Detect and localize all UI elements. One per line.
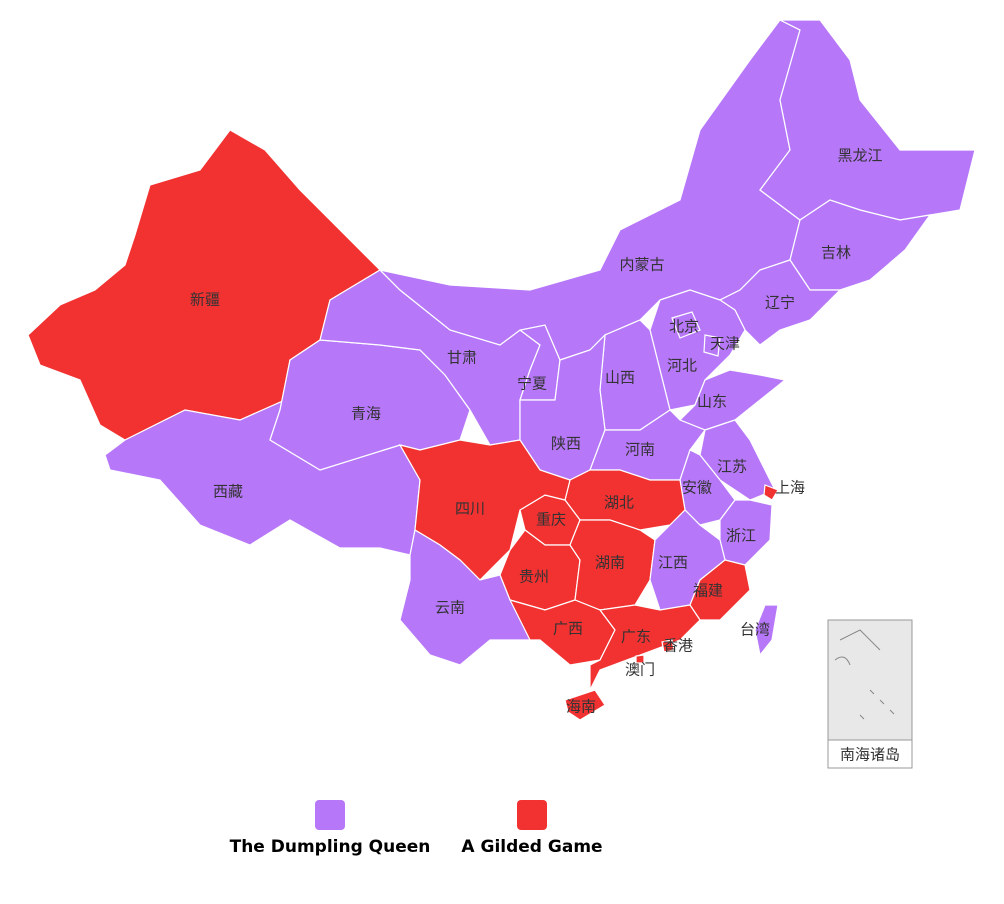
- region[interactable]: [763, 484, 779, 501]
- region-label: 四川: [455, 500, 485, 518]
- region[interactable]: [661, 639, 675, 653]
- inset-lines: [834, 629, 895, 720]
- region[interactable]: [671, 311, 701, 339]
- region-label: 广东: [621, 628, 651, 646]
- region[interactable]: [27, 129, 381, 441]
- region-label: 湖北: [604, 494, 634, 512]
- region-label: 安徽: [682, 479, 712, 497]
- region-label: 内蒙古: [619, 256, 664, 274]
- region[interactable]: [635, 654, 645, 664]
- legend-label[interactable]: The Dumpling Queen: [230, 837, 431, 857]
- region-label: 上海: [775, 479, 805, 497]
- region-label: 天津: [710, 335, 740, 353]
- region-label: 浙江: [726, 527, 756, 545]
- region[interactable]: [564, 689, 606, 721]
- region-label: 河北: [667, 357, 697, 375]
- region-label: 湖南: [595, 554, 625, 572]
- region-label: 香港: [663, 637, 693, 655]
- region-label: 黑龙江: [837, 147, 882, 165]
- region-label: 重庆: [536, 511, 566, 529]
- region-label: 青海: [351, 405, 381, 423]
- region-label: 台湾: [740, 621, 770, 639]
- region-label: 江西: [658, 554, 688, 572]
- region-label: 山东: [697, 393, 727, 411]
- inset-label-box: [827, 739, 913, 769]
- region-label: 福建: [693, 582, 723, 600]
- inset-label: 南海诸岛: [840, 746, 900, 764]
- region-label: 吉林: [821, 244, 851, 262]
- region-label: 广西: [553, 620, 583, 638]
- region-label: 贵州: [519, 568, 549, 586]
- region-label: 新疆: [190, 291, 220, 309]
- region-label: 江苏: [717, 458, 747, 476]
- legend-label[interactable]: A Gilded Game: [461, 837, 602, 857]
- region-label: 西藏: [213, 483, 243, 501]
- region[interactable]: [754, 604, 779, 657]
- region-label: 北京: [669, 318, 699, 336]
- region-label: 陕西: [551, 435, 581, 453]
- region-label: 云南: [435, 599, 465, 617]
- region-label: 河南: [625, 441, 655, 459]
- region-label: 山西: [605, 369, 635, 387]
- region[interactable]: [718, 259, 842, 346]
- legend-swatch[interactable]: [315, 800, 345, 830]
- region-label: 甘肃: [447, 349, 477, 367]
- legend-swatch[interactable]: [517, 800, 547, 830]
- region-label: 辽宁: [765, 294, 795, 312]
- region[interactable]: [703, 334, 721, 357]
- region-label: 海南: [566, 698, 596, 716]
- region-label: 澳门: [625, 661, 655, 679]
- region-label: 宁夏: [517, 375, 547, 393]
